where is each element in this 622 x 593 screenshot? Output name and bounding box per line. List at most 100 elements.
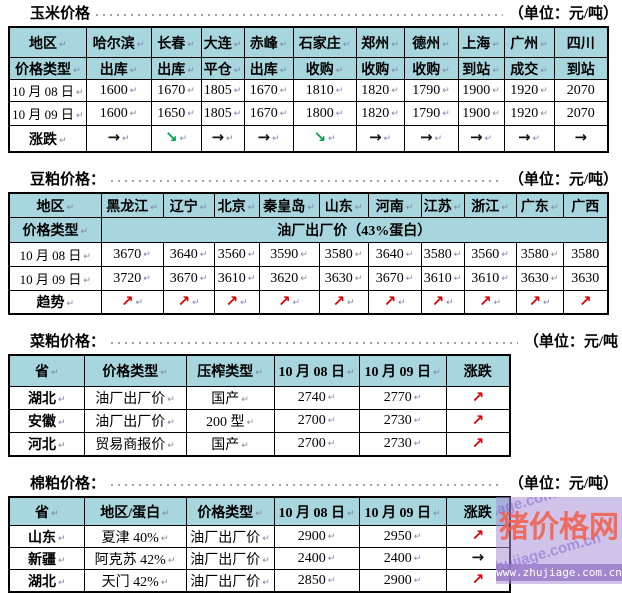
soymeal-title: 豆粕价格： <box>30 172 106 188</box>
price-type-cell: 出库 <box>150 57 202 80</box>
table-row: 湖北 油厂出厂价 国产 2740 2770 ↗ <box>8 386 511 410</box>
price-cell: 3610 <box>463 266 517 291</box>
watermark-site-name: 猪价格网 <box>499 511 619 544</box>
price-cell: 2070 <box>553 101 609 126</box>
rapeseed-unit-note: （单位：元/吨 <box>523 334 618 350</box>
header-cell: 涨跌 <box>445 354 511 387</box>
corn-unit-note: （单位：元/吨） <box>508 6 618 22</box>
trend-arrow-icon: → <box>574 128 588 146</box>
price-cell: 1800 <box>292 101 357 126</box>
trend-arrow-icon: ↘ <box>164 128 178 146</box>
region-cell: 江苏 <box>420 192 465 218</box>
trend-cell: ↗ <box>463 290 517 315</box>
price-cell: 2700 <box>273 432 360 457</box>
price-cell: 1920 <box>503 79 555 102</box>
trend-arrow-icon: ↗ <box>383 291 397 310</box>
soymeal-price-type-row: 价格类型 油厂出厂价（43%蛋白） <box>8 217 609 243</box>
price-cell: 1670 <box>243 101 294 126</box>
region-cell: 北京 <box>213 192 260 218</box>
price-cell: 1790 <box>403 101 459 126</box>
trend-cell: ↗ <box>213 290 260 315</box>
price-cell: 3610 <box>420 266 465 291</box>
province-cell: 河北 <box>8 432 85 457</box>
price-cell: 1670 <box>243 79 294 102</box>
trend-cell: → <box>200 125 245 153</box>
price-type-cell: 油厂出厂价 <box>185 547 275 570</box>
region-cell: 辽宁 <box>162 192 215 218</box>
price-cell: 3580 <box>515 242 564 267</box>
price-type-cell: 收购 <box>292 57 357 80</box>
header-cell: 压榨类型 <box>185 354 275 387</box>
price-type-cell: 成交 <box>503 57 555 80</box>
region-cell: 石家庄 <box>292 26 357 58</box>
province-cell: 安徽 <box>8 409 85 433</box>
header-cell: 价格类型 <box>185 496 275 526</box>
trend-arrow-icon: ↗ <box>471 387 485 406</box>
price-cell: 1900 <box>457 101 505 126</box>
trend-arrow-icon: ↗ <box>332 291 346 310</box>
price-type-cell: 平仓 <box>200 57 245 80</box>
price-cell: 2730 <box>358 409 447 433</box>
trend-arrow-icon: ↗ <box>177 291 191 310</box>
region-cell: 郑州 <box>355 26 405 58</box>
price-cell: 1920 <box>503 101 555 126</box>
trend-arrow-icon: → <box>469 128 483 146</box>
press-type-cell: 国产 <box>185 432 275 457</box>
trend-cell: → <box>553 125 609 153</box>
price-cell: 1900 <box>457 79 505 102</box>
price-cell: 2900 <box>358 569 447 593</box>
date-label: 10 月 09 日 <box>8 101 87 126</box>
trend-cell: ↘ <box>292 125 357 153</box>
trend-arrow-icon: ↗ <box>277 291 291 310</box>
price-cell: 3640 <box>162 242 215 267</box>
rapeseed-header-row: 省 价格类型 压榨类型 10 月 08 日 10 月 09 日 涨跌 <box>8 354 511 387</box>
soymeal-unit-note: （单位：元/吨） <box>508 172 618 188</box>
table-row: 安徽 油厂出厂价 200 型 2700 2730 ↗ <box>8 409 511 433</box>
trend-arrow-icon: → <box>517 128 531 146</box>
header-cell: 10 月 09 日 <box>358 496 447 526</box>
price-type-cell: 油厂出厂价 <box>83 386 187 410</box>
region-cell: 广东 <box>515 192 564 218</box>
price-cell: 2900 <box>273 525 360 548</box>
trend-cell: ↗ <box>162 290 215 315</box>
trend-cell: ↗ <box>100 290 164 315</box>
price-cell: 3560 <box>213 242 260 267</box>
price-cell: 1805 <box>200 79 245 102</box>
price-cell: 1820 <box>355 101 405 126</box>
province-cell: 新疆 <box>8 547 85 570</box>
trend-cell: → <box>503 125 555 153</box>
price-type-cell: 到站 <box>457 57 505 80</box>
trend-arrow-icon: → <box>257 128 271 146</box>
price-cell: 1820 <box>355 79 405 102</box>
trend-cell: ↘ <box>150 125 202 153</box>
trend-arrow-icon: ↗ <box>120 291 134 310</box>
header-cell: 地区/蛋白 <box>83 496 187 526</box>
table-row: 河北 贸易商报价 国产 2700 2730 ↗ <box>8 432 511 457</box>
table-row: 山东 夏津 40% 油厂出厂价 2900 2950 ↗ <box>8 525 511 548</box>
price-type-label: 价格类型 <box>8 57 87 80</box>
trend-cell: ↗ <box>445 432 511 457</box>
trend-arrow-icon: → <box>471 548 485 566</box>
corn-1009-row: 10 月 09 日 1600 1650 1805 1670 1800 1820 … <box>8 101 609 126</box>
cottonseed-title-row: 棉粕价格： （单位：元/吨） <box>30 476 618 492</box>
trend-arrow-icon: ↗ <box>471 410 485 429</box>
corn-1008-row: 10 月 08 日 1600 1670 1805 1670 1810 1820 … <box>8 79 609 102</box>
price-cell: 1670 <box>150 79 202 102</box>
price-cell: 1650 <box>150 101 202 126</box>
price-cell: 1600 <box>85 79 152 102</box>
soymeal-price-table: 地区 黑龙江 辽宁 北京 秦皇岛 山东 河南 江苏 浙江 广东 广西 价格类型 … <box>8 192 609 315</box>
trend-cell: ↗ <box>445 386 511 410</box>
rapeseed-title: 菜粕价格： <box>30 334 106 350</box>
region-cell: 广州 <box>503 26 555 58</box>
trend-arrow-icon: ↗ <box>471 433 485 452</box>
trend-label: 趋势 <box>8 290 102 315</box>
cottonseed-header-row: 省 地区/蛋白 价格类型 10 月 08 日 10 月 09 日 涨跌 <box>8 496 511 526</box>
price-cell: 1810 <box>292 79 357 102</box>
price-type-cell: 出库 <box>243 57 294 80</box>
watermark: zhujiage.com.cn zhujiage.com.cn 猪价格网 www… <box>496 497 622 584</box>
cottonseed-price-table: 省 地区/蛋白 价格类型 10 月 08 日 10 月 09 日 涨跌 山东 夏… <box>8 496 511 593</box>
cottonseed-unit-note: （单位：元/吨） <box>508 476 618 492</box>
trend-cell: → <box>243 125 294 153</box>
price-cell: 3720 <box>100 266 164 291</box>
price-cell: 3630 <box>318 266 369 291</box>
